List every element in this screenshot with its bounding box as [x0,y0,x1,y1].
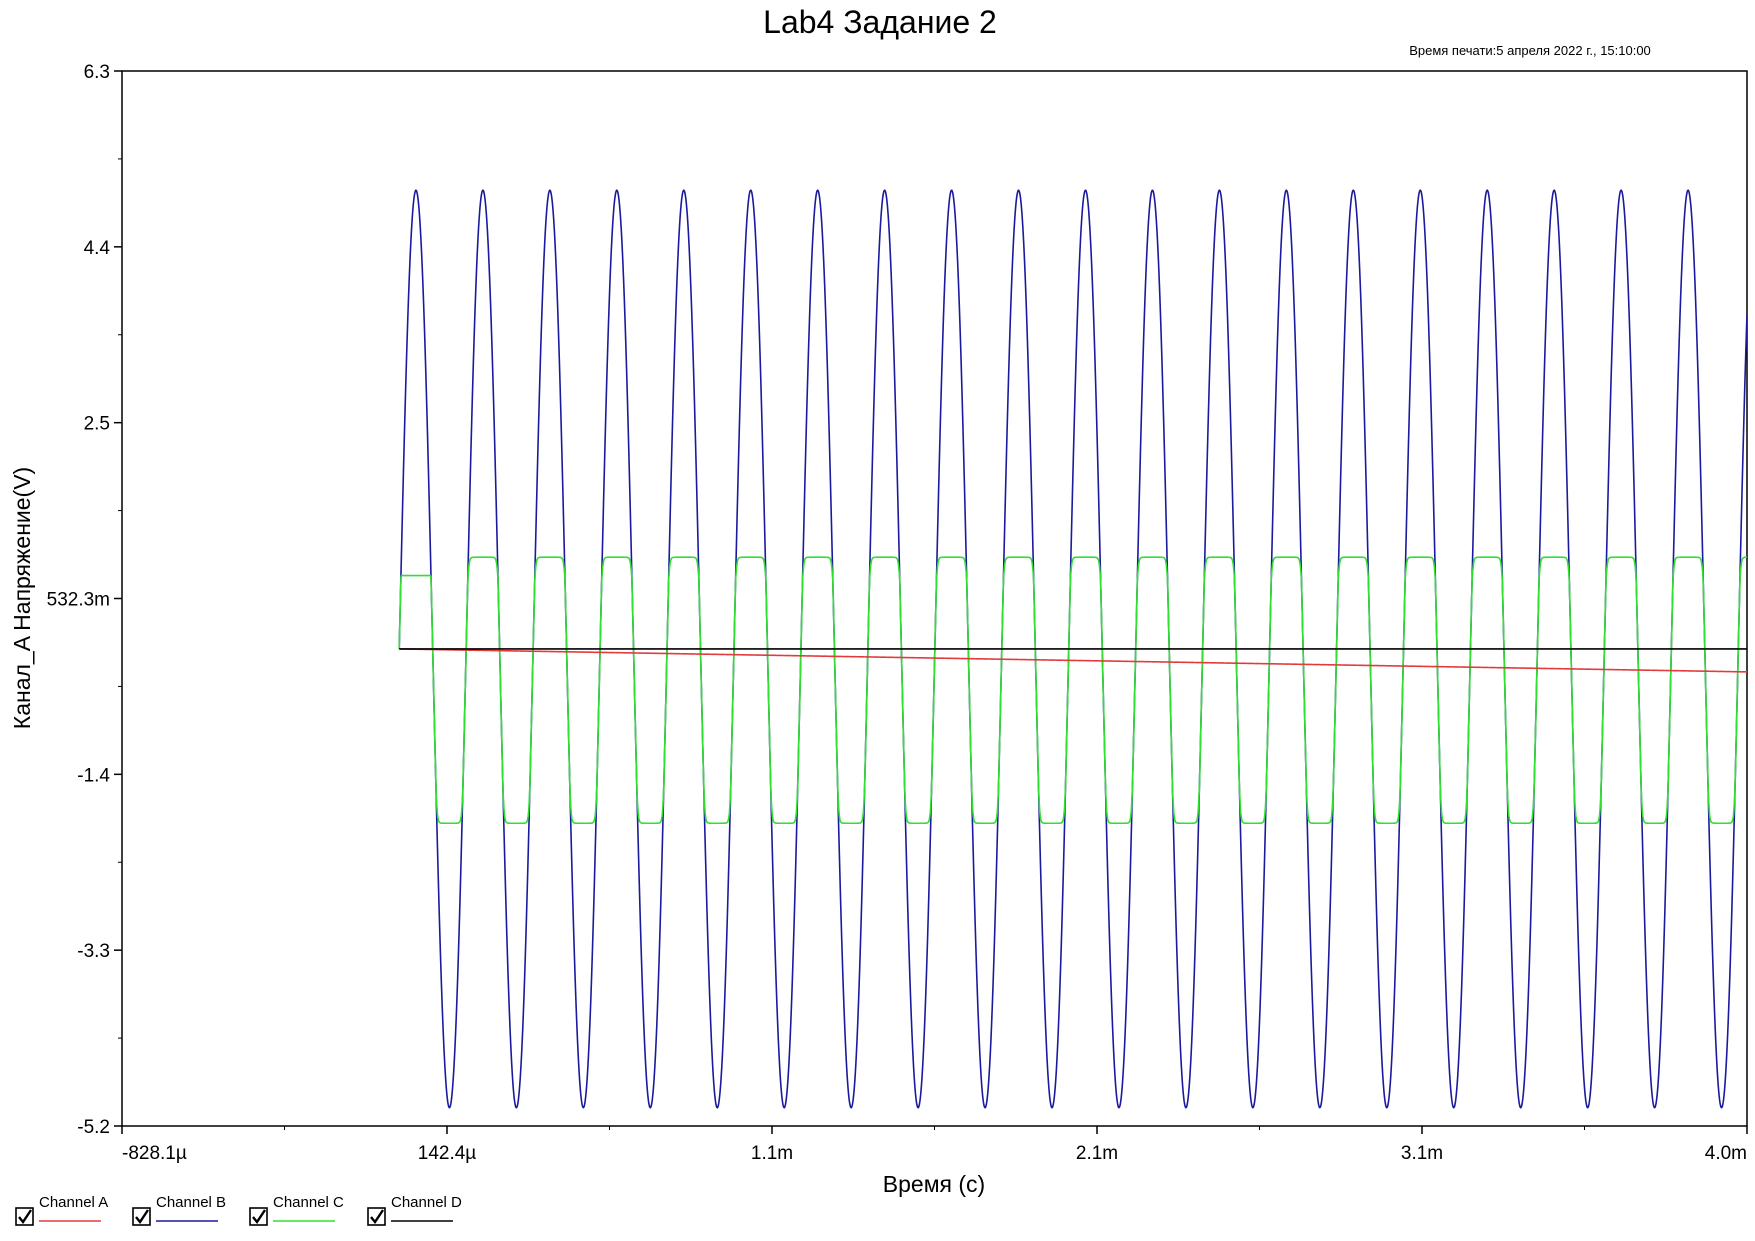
legend-item-channel-a[interactable]: Channel A [15,1194,108,1226]
chart-title: Lab4 Задание 2 [763,4,997,40]
y-tick-label: -5.2 [77,1117,110,1138]
checkmark-icon [252,1209,266,1225]
legend-label: Channel A [39,1194,108,1211]
series-channel-c [398,556,1747,825]
y-tick-label: 4.4 [84,238,111,259]
x-tick-label: 2.1m [1076,1143,1118,1164]
y-tick-label: -1.4 [77,765,110,786]
checkmark-icon [370,1209,384,1225]
legend-label: Channel C [273,1194,344,1211]
x-tick-label: 142.4µ [418,1143,477,1164]
series-channel-b [398,189,1747,1109]
y-tick-label: -3.3 [77,941,110,962]
checkmark-icon [135,1209,149,1225]
legend-label: Channel D [391,1194,462,1211]
legend-item-channel-c[interactable]: Channel C [249,1194,344,1226]
x-tick-label: -828.1µ [122,1143,187,1164]
x-tick-label: 3.1m [1401,1143,1443,1164]
x-tick-label: 4.0m [1705,1143,1747,1164]
x-axis-title: Время (с) [883,1171,985,1197]
y-tick-label: 2.5 [84,414,110,435]
checkmark-icon [18,1209,32,1225]
x-tick-label: 1.1m [751,1143,793,1164]
legend-label: Channel B [156,1194,226,1211]
y-axis: 6.3 4.4 2.5 532.3m -1.4 -3.3 -5.2 [47,62,122,1138]
legend-item-channel-b[interactable]: Channel B [132,1194,226,1226]
y-tick-label: 532.3m [47,590,110,611]
y-axis-title: Канал_A Напряжение(V) [9,467,35,729]
legend-item-channel-d[interactable]: Channel D [367,1194,462,1226]
series-layer [398,189,1747,1109]
series-channel-a [399,648,1747,673]
y-tick-label: 6.3 [84,62,110,83]
legend: Channel A Channel B Channel C Channel D [15,1194,462,1226]
print-time: Время печати:5 апреля 2022 г., 15:10:00 [1409,43,1651,58]
x-axis: -828.1µ 142.4µ 1.1m 2.1m 3.1m 4.0m [121,1126,1748,1164]
